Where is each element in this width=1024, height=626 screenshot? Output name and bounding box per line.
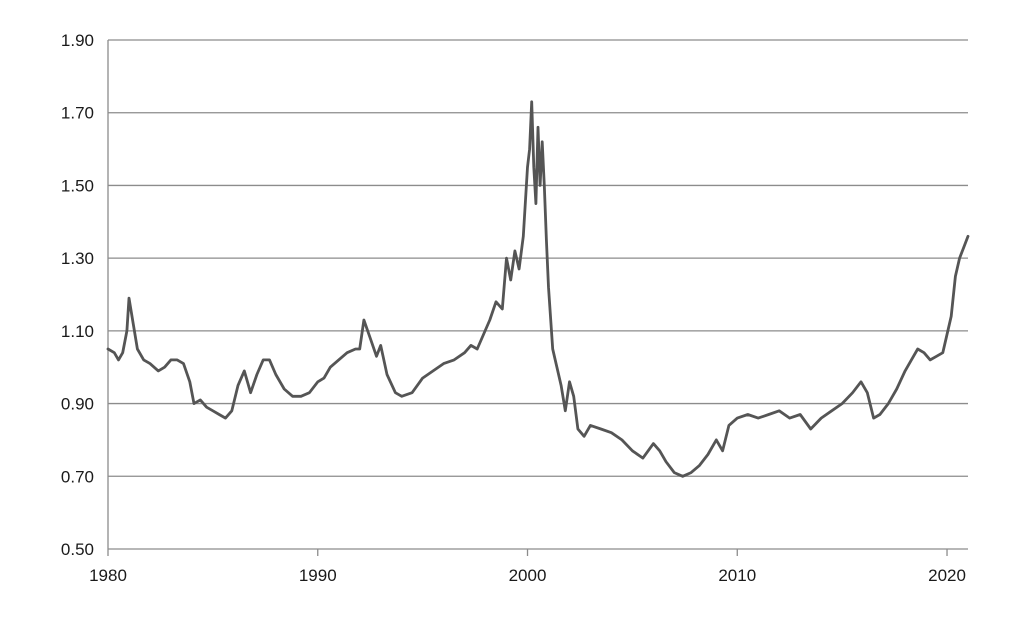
y-tick-labels: 0.50 0.70 0.90 1.10 1.30 1.50 1.70 1.90 [61, 31, 94, 559]
gridlines [108, 39, 968, 477]
x-tick-label: 1990 [299, 566, 337, 585]
y-tick-label: 1.30 [61, 249, 94, 268]
axes [107, 40, 968, 556]
x-tick-label: 2000 [509, 566, 547, 585]
y-tick-label: 0.90 [61, 395, 94, 414]
x-tick-label: 2020 [928, 566, 966, 585]
series-line [106, 100, 970, 478]
y-tick-label: 1.10 [61, 322, 94, 341]
x-tick-labels: 1980 1990 2000 2010 2020 [89, 566, 966, 585]
x-tick-label: 2010 [718, 566, 756, 585]
y-tick-label: 1.50 [61, 176, 94, 195]
x-tick-label: 1980 [89, 566, 127, 585]
y-tick-label: 0.70 [61, 467, 94, 486]
y-tick-label: 1.70 [61, 104, 94, 123]
y-tick-label: 0.50 [61, 540, 94, 559]
y-tick-label: 1.90 [61, 31, 94, 50]
series-layer [106, 100, 970, 478]
